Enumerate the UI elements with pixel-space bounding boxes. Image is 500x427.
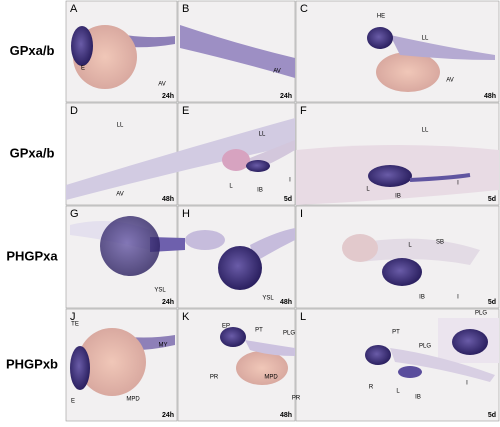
annotation: EP — [222, 324, 230, 330]
annotation: PT — [255, 328, 263, 334]
annotation: LL — [259, 132, 266, 138]
annotation: TE — [71, 322, 79, 328]
row-label: GPxa/b — [10, 145, 55, 160]
panel-letter: L — [300, 311, 306, 323]
time-label: 24h — [280, 93, 292, 100]
time-label: 5d — [488, 412, 496, 419]
row-label: PHGPxb — [6, 356, 58, 371]
row-label: GPxa/b — [10, 43, 55, 58]
annotation: I — [466, 381, 468, 387]
panel-letter: J — [70, 311, 76, 323]
annotation: YSL — [154, 288, 166, 294]
annotation: PR — [292, 396, 301, 402]
annotation: L — [366, 187, 370, 193]
annotation: PR — [210, 375, 219, 381]
time-label: 5d — [488, 196, 496, 203]
time-label: 24h — [162, 299, 174, 306]
annotation: HE — [377, 14, 385, 20]
annotation: AV — [158, 82, 166, 88]
panel-letter: C — [300, 3, 308, 15]
annotation: E — [81, 66, 85, 72]
annotation: AV — [446, 78, 454, 84]
time-label: 24h — [162, 93, 174, 100]
annotation: LL — [422, 36, 429, 42]
annotation: SB — [436, 240, 444, 246]
annotation: IB — [415, 395, 421, 401]
annotation: I — [289, 178, 291, 184]
annotation: MY — [159, 343, 168, 349]
annotation: MPD — [126, 397, 140, 403]
panel-letter: G — [70, 208, 79, 220]
panel-letter: D — [70, 105, 78, 117]
annotation: PLG — [283, 331, 295, 337]
panel-letter: E — [182, 105, 189, 117]
annotation: PLG — [475, 311, 487, 317]
time-label: 24h — [162, 412, 174, 419]
time-label: 48h — [280, 412, 292, 419]
panel-letter: I — [300, 208, 303, 220]
annotation: IB — [419, 295, 425, 301]
annotation: LL — [422, 128, 429, 134]
panel-letter: H — [182, 208, 190, 220]
annotation: L — [229, 184, 233, 190]
annotation: AV — [116, 192, 124, 198]
annotation: L — [408, 243, 412, 249]
annotation: PLG — [419, 344, 431, 350]
annotation: IB — [395, 194, 401, 200]
annotation: MPD — [264, 375, 278, 381]
annotation: IB — [257, 188, 263, 194]
annotation: L — [396, 389, 400, 395]
time-label: 48h — [280, 299, 292, 306]
time-label: 48h — [484, 93, 496, 100]
annotation: R — [369, 385, 374, 391]
panel-letter: F — [300, 105, 307, 117]
time-label: 5d — [284, 196, 292, 203]
panel-letter: A — [70, 3, 78, 15]
panel-letter: B — [182, 3, 189, 15]
annotation: AV — [273, 69, 281, 75]
annotation: I — [457, 181, 459, 187]
row-label: PHGPxa — [6, 248, 58, 263]
annotation: PT — [392, 330, 400, 336]
time-label: 5d — [488, 299, 496, 306]
annotation: E — [71, 399, 75, 405]
annotation: YSL — [262, 296, 274, 302]
panel-letter: K — [182, 311, 190, 323]
annotation: I — [457, 295, 459, 301]
annotation: LL — [117, 123, 124, 129]
embryo-images — [66, 25, 499, 396]
time-label: 48h — [162, 196, 174, 203]
